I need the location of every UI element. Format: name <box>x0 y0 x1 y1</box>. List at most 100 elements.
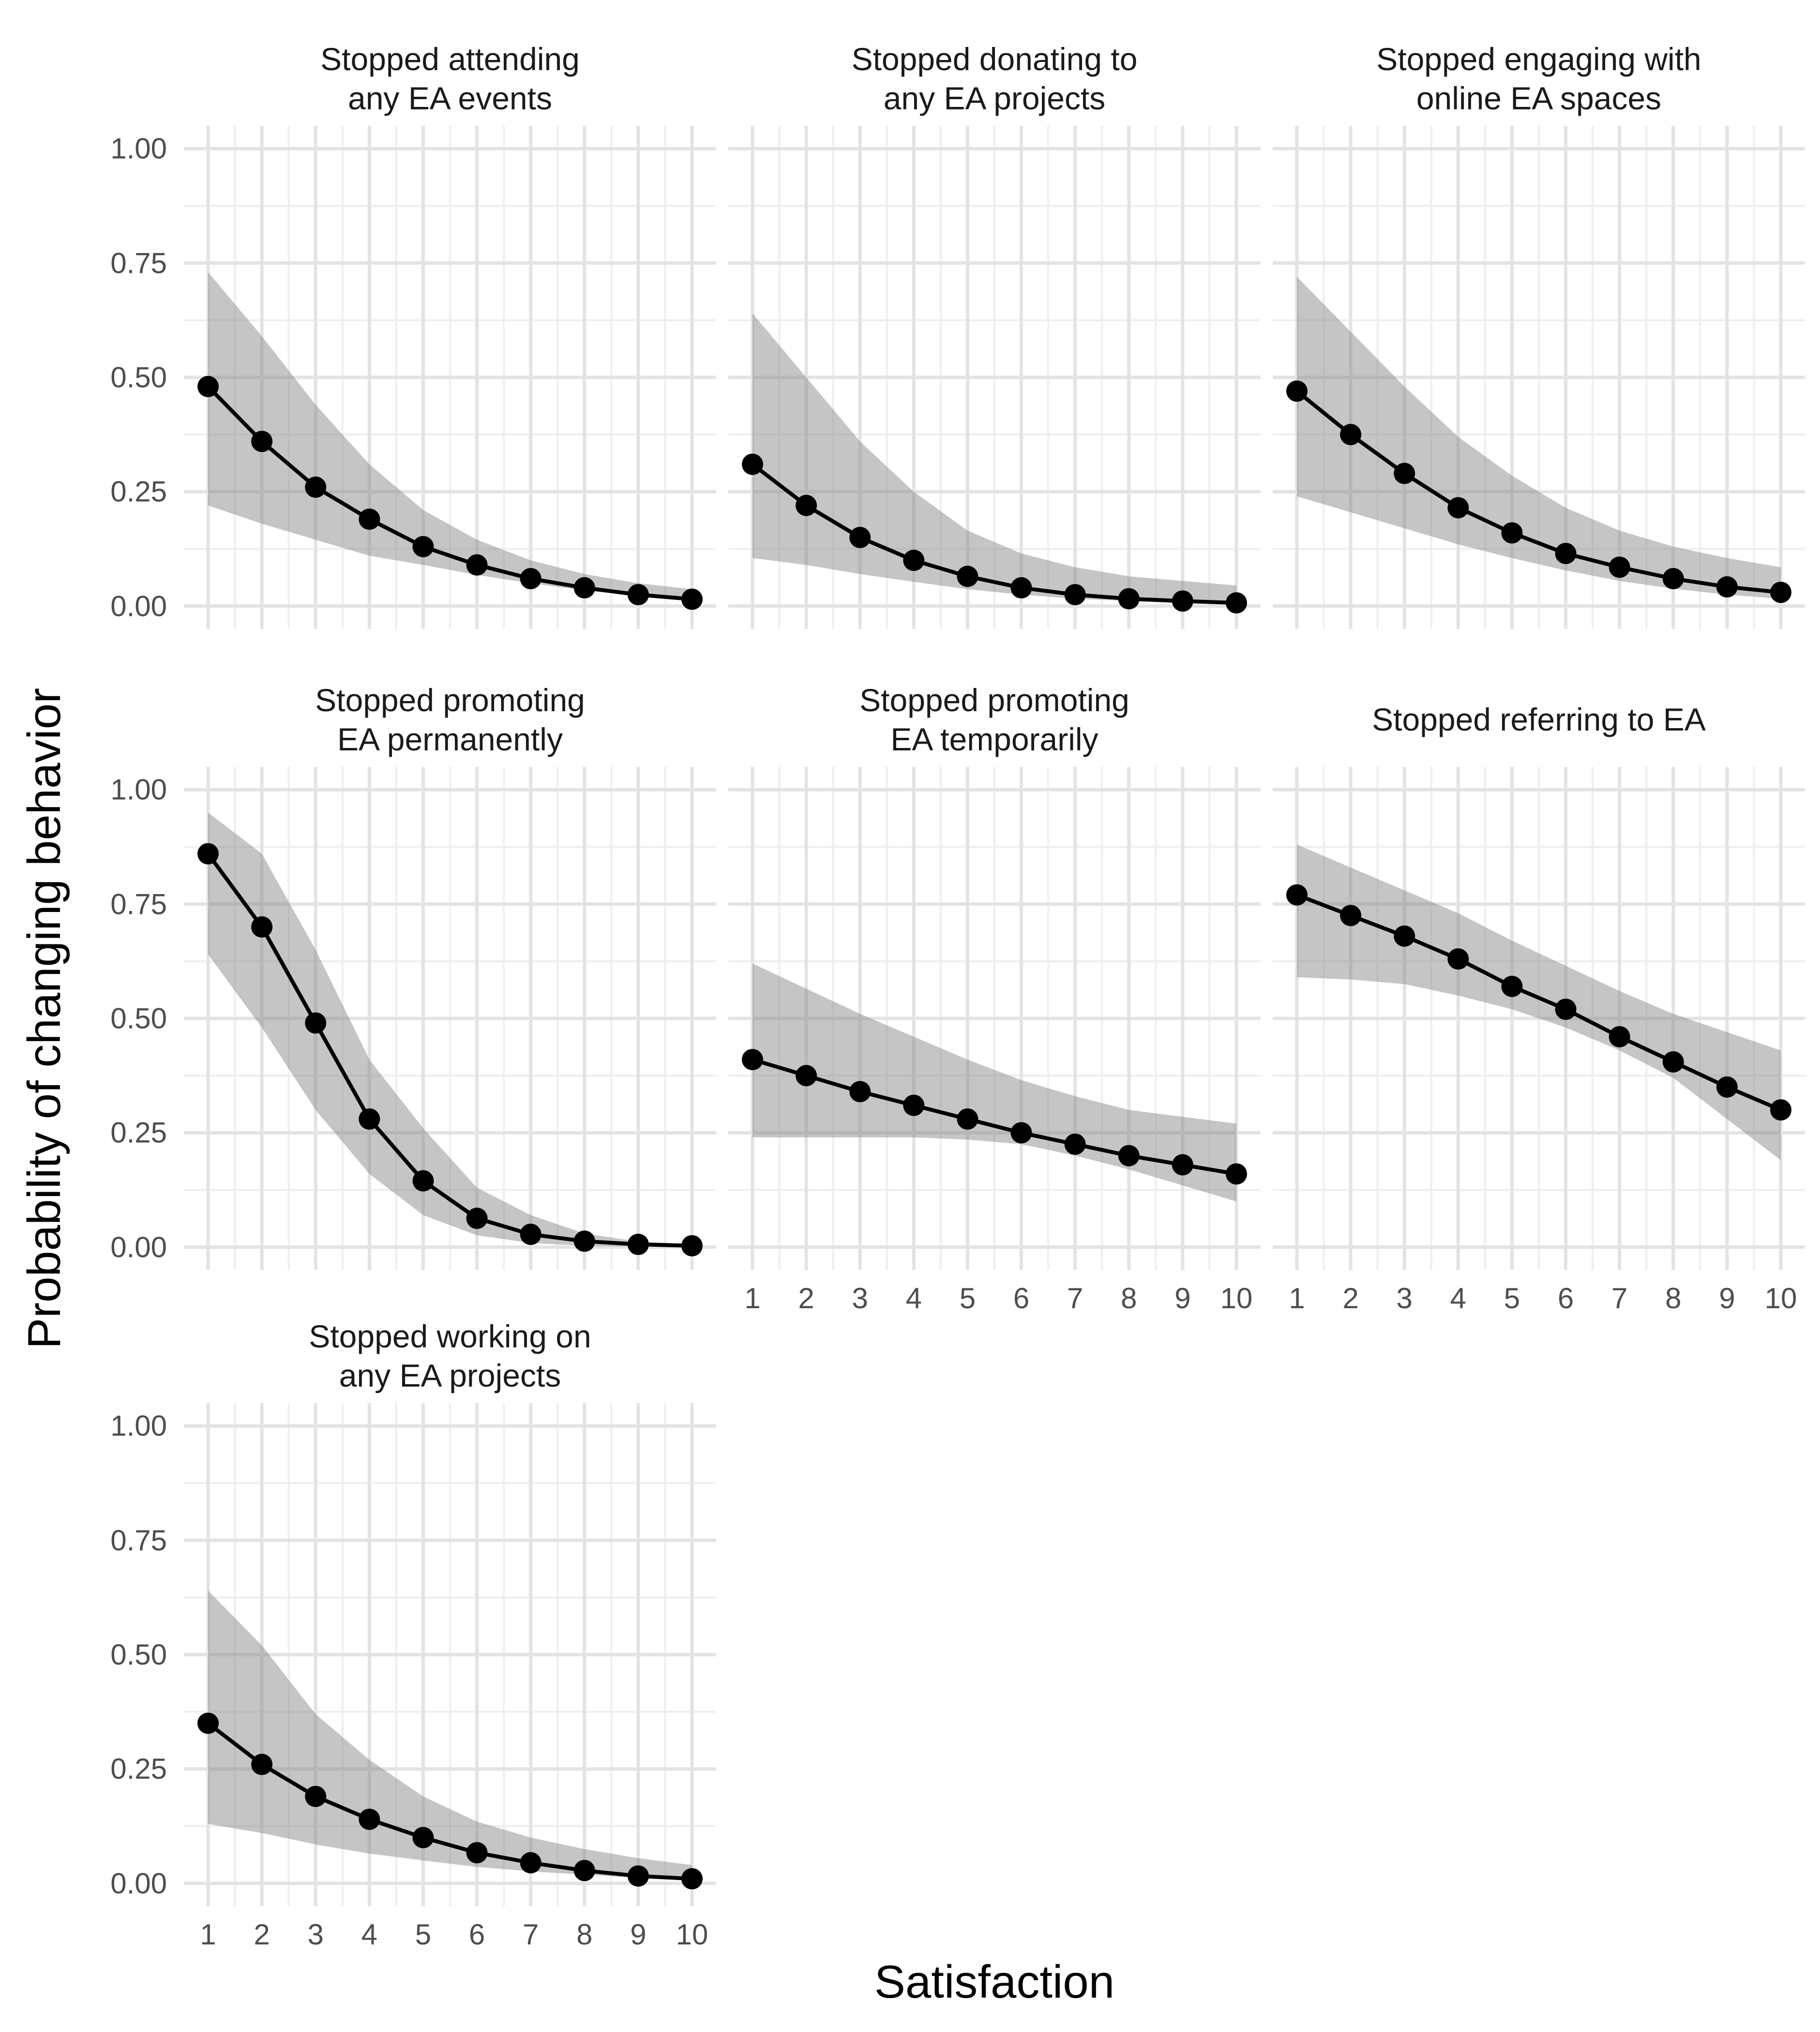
x-tick-label: 7 <box>1067 1282 1083 1315</box>
data-point <box>1010 577 1032 598</box>
x-tick-label: 8 <box>576 1918 593 1951</box>
trend-line <box>207 385 692 601</box>
data-point <box>627 1865 649 1887</box>
x-axis-title: Satisfaction <box>874 1956 1115 2008</box>
data-point <box>1226 1163 1247 1185</box>
y-tick-label: 0.00 <box>110 590 167 623</box>
data-point <box>466 1208 488 1229</box>
trend-line <box>207 1721 692 1881</box>
data-point <box>1555 999 1577 1020</box>
trend-line <box>752 1058 1237 1176</box>
y-tick-label: 0.00 <box>110 1231 167 1264</box>
data-point <box>1010 1122 1032 1144</box>
data-point <box>1447 497 1469 519</box>
x-tick-label: 4 <box>905 1282 922 1315</box>
data-point <box>1394 925 1415 947</box>
x-tick-label: 10 <box>676 1918 708 1951</box>
data-point <box>466 554 488 576</box>
y-tick-label: 0.75 <box>110 247 167 280</box>
data-point <box>1118 588 1140 610</box>
data-point <box>1172 1154 1193 1176</box>
data-point <box>305 1786 327 1808</box>
x-tick-label: 3 <box>1396 1282 1413 1315</box>
data-point <box>957 566 978 587</box>
y-tick-label: 0.50 <box>110 361 167 394</box>
facet-plot-svg <box>728 767 1261 1270</box>
data-point <box>681 1868 703 1890</box>
y-tick-label: 0.00 <box>110 1867 167 1900</box>
confidence-ribbon <box>1297 277 1781 599</box>
facet-title: Stopped working on any EA projects <box>309 1318 591 1393</box>
data-point <box>1340 424 1362 446</box>
data-point <box>1716 1076 1738 1098</box>
x-tick-label: 2 <box>1342 1282 1359 1315</box>
confidence-ribbon <box>208 812 692 1247</box>
facet-plot-svg <box>1273 126 1805 629</box>
data-point <box>742 1049 763 1071</box>
x-tick-label: 10 <box>1220 1282 1253 1315</box>
x-tick-label: 5 <box>1504 1282 1520 1315</box>
data-point <box>251 916 273 938</box>
data-point <box>1662 568 1684 589</box>
trend-line <box>751 463 1237 605</box>
x-tick-label: 3 <box>307 1918 324 1951</box>
y-tick-label: 0.25 <box>110 1752 167 1785</box>
data-point <box>627 1234 649 1255</box>
data-point <box>573 577 595 598</box>
facet-panel-stopped-promoting-temporarily: Stopped promoting EA temporarily 1 2 3 4 5 6 7… <box>728 682 1261 1315</box>
data-point <box>520 1852 541 1874</box>
x-axis-tick-labels: 1 2 3 4 5 6 7 8 9 10 <box>1273 1282 1805 1323</box>
x-tick-label: 7 <box>1611 1282 1628 1315</box>
x-tick-label: 4 <box>361 1918 378 1951</box>
data-point <box>573 1860 595 1882</box>
data-point <box>796 494 817 516</box>
trend-line <box>1296 893 1782 1112</box>
data-point <box>1286 884 1308 906</box>
facet-plot-svg <box>1273 767 1805 1270</box>
facet-title: Stopped promoting EA permanently <box>315 682 585 757</box>
data-point <box>305 476 327 498</box>
x-tick-label: 6 <box>1013 1282 1030 1315</box>
facet-panel-stopped-referring: Stopped referring to EA 1 2 3 4 5 6 7 8 9 10 <box>1273 702 1805 1315</box>
data-point <box>849 1081 871 1103</box>
x-tick-label: 9 <box>1719 1282 1735 1315</box>
facet-plot-svg <box>184 767 716 1270</box>
y-axis-tick-labels <box>1135 767 1256 1270</box>
data-point <box>903 1094 925 1116</box>
facet-title: Stopped attending any EA events <box>320 41 580 116</box>
data-point <box>520 568 541 589</box>
data-point <box>412 1170 434 1192</box>
x-tick-label: 6 <box>468 1918 485 1951</box>
data-point <box>1770 1099 1791 1121</box>
y-axis-tick-labels <box>590 767 711 1270</box>
facet-title: Stopped referring to EA <box>1372 702 1706 738</box>
y-tick-label: 0.50 <box>110 1002 167 1035</box>
confidence-ribbon <box>208 272 692 600</box>
data-point <box>412 536 434 557</box>
y-tick-label: 0.50 <box>110 1638 167 1671</box>
data-point <box>957 1108 978 1130</box>
x-tick-label: 9 <box>630 1918 647 1951</box>
y-axis-tick-labels: 1.00 0.75 0.50 0.25 0.00 <box>46 126 167 629</box>
data-point <box>1662 1051 1684 1073</box>
data-point <box>1770 582 1791 603</box>
confidence-ribbon <box>752 963 1236 1202</box>
data-point <box>251 431 273 452</box>
x-tick-label: 1 <box>1289 1282 1305 1315</box>
data-point <box>1394 463 1415 484</box>
y-tick-label: 1.00 <box>110 1409 167 1442</box>
facet-panel-stopped-donating: Stopped donating to any EA projects <box>728 41 1261 629</box>
y-tick-label: 0.75 <box>110 1524 167 1557</box>
data-point <box>1340 905 1362 926</box>
data-point <box>359 1108 380 1130</box>
x-tick-label: 6 <box>1557 1282 1574 1315</box>
data-point <box>1447 948 1469 970</box>
y-tick-label: 0.25 <box>110 1116 167 1149</box>
x-tick-label: 1 <box>744 1282 761 1315</box>
data-point <box>1555 543 1577 564</box>
x-tick-label: 8 <box>1665 1282 1682 1315</box>
y-axis-tick-labels <box>1135 126 1256 629</box>
x-tick-label: 7 <box>522 1918 539 1951</box>
confidence-ribbon <box>752 313 1236 604</box>
y-axis-tick-labels: 1.00 0.75 0.50 0.25 0.00 <box>46 767 167 1270</box>
